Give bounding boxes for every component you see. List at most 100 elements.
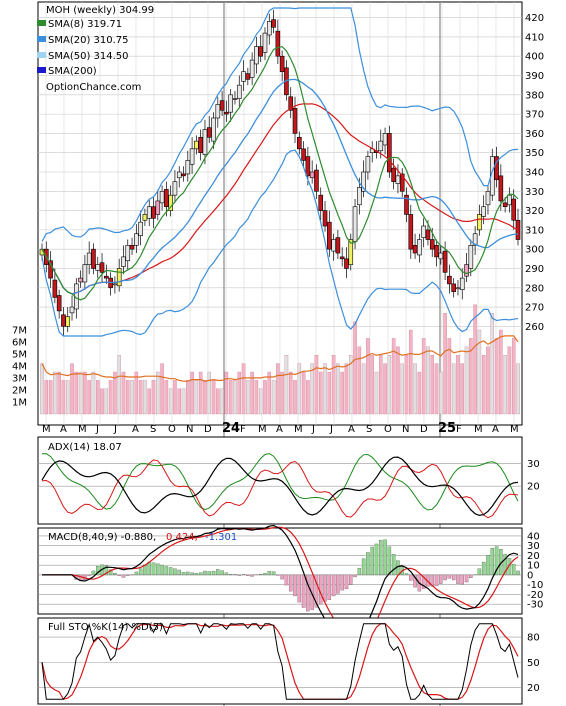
macd-histogram-bar (306, 574, 310, 612)
candle-body (224, 111, 229, 115)
volume-tick-label: 7M (12, 326, 27, 337)
macd-histogram-bar (276, 574, 280, 576)
macd-histogram-bar (237, 574, 242, 576)
macd-histogram-bar (323, 574, 327, 602)
macd-histogram-bar (353, 574, 357, 578)
volume-bar (297, 363, 302, 415)
macd-histogram-bar (443, 574, 447, 581)
sma20-line (41, 78, 519, 295)
candle-body (361, 171, 366, 192)
candle-body (116, 268, 122, 287)
volume-bar (237, 371, 242, 415)
volume-bar (490, 313, 495, 415)
month-label: A (348, 424, 355, 435)
volume-bar (417, 371, 422, 415)
candle-body (258, 46, 264, 57)
candle-body (382, 133, 388, 146)
price-tick-label: 410 (525, 32, 544, 43)
month-label: F (240, 424, 246, 435)
candle-body (151, 206, 156, 219)
volume-bar (156, 371, 160, 415)
candle-body (168, 194, 173, 211)
macd-histogram-bar (216, 569, 220, 576)
candle-body (194, 140, 199, 150)
macd-histogram-bar (151, 562, 156, 576)
macd-histogram-bar (138, 568, 143, 576)
candle-body (425, 229, 431, 240)
volume-bar (241, 363, 246, 415)
candle-body (219, 100, 225, 111)
candle-body (387, 133, 392, 173)
month-label: M (258, 424, 267, 435)
month-label: M (510, 424, 519, 435)
volume-bar (486, 346, 490, 415)
candle-body (395, 175, 401, 184)
candle-body (159, 190, 165, 204)
sma8-line (41, 45, 519, 301)
candle-body (189, 148, 195, 165)
price-tick-label: 370 (525, 110, 544, 121)
candle-body (464, 264, 469, 277)
month-label: M (294, 424, 303, 435)
volume-bar (456, 355, 460, 415)
legend: MOH (weekly) 304.99 SMA(8) 319.71 SMA(20… (37, 5, 154, 93)
candle-body (378, 140, 384, 152)
macd-histogram-bar (224, 572, 229, 576)
candle-body (78, 277, 83, 283)
month-label: M (78, 424, 87, 435)
candle-body (399, 173, 405, 192)
volume-bar (494, 338, 499, 415)
tick-label: 20 (527, 551, 540, 562)
month-label: 24 (222, 421, 240, 436)
macd-histogram-bar (447, 574, 452, 579)
volume-bar (220, 388, 224, 415)
macd-histogram-bar (113, 572, 117, 576)
macd-histogram-bar (263, 573, 267, 576)
volume-bar (357, 346, 362, 415)
minus-di-line (41, 459, 519, 519)
price-tick-label: 390 (525, 71, 544, 82)
price-tick-label: 360 (525, 129, 544, 140)
candle-body (447, 275, 452, 285)
volume-bar (387, 355, 392, 415)
volume-bar (143, 380, 147, 415)
volume-bar (95, 380, 100, 415)
macd-histogram-bar (203, 570, 207, 576)
macd-histogram-bar (434, 574, 439, 587)
volume-bar (421, 338, 426, 415)
macd-histogram-bar (439, 574, 443, 584)
candle-body (438, 252, 444, 260)
candle-body (138, 221, 143, 236)
macd-histogram-bar (301, 574, 306, 608)
candle-body (112, 283, 118, 286)
candle-body (365, 156, 371, 173)
macd-histogram-bar (456, 574, 460, 584)
sto-panel-frame (37, 617, 523, 705)
candle-body (129, 245, 135, 250)
volume-bar (507, 346, 512, 415)
macd-signal-line (42, 526, 519, 644)
tick-label: 20 (527, 683, 540, 694)
macd-histogram-bar (160, 564, 164, 576)
volume-bar (349, 355, 353, 415)
candle-body (498, 175, 504, 202)
volume-bar (134, 371, 139, 415)
macd-histogram-bar (486, 555, 490, 576)
volume-bar (477, 329, 482, 415)
month-label: A (276, 424, 283, 435)
volume-bar (511, 338, 516, 415)
candle-body (417, 239, 422, 256)
macd-histogram-bar (413, 574, 417, 588)
month-label: O (384, 424, 392, 435)
candle-body (429, 239, 435, 250)
macd-value-1: 0.424, (166, 532, 198, 543)
macd-panel-frame (37, 527, 523, 615)
legend-title: MOH (weekly) 304.99 (46, 5, 154, 16)
macd-histogram-bar (374, 543, 379, 576)
volume-bar (288, 371, 293, 415)
macd-histogram-bar (331, 574, 336, 597)
tick-label: -10 (527, 580, 543, 591)
volume-bar (203, 380, 207, 415)
volume-tick-label: 3M (12, 374, 27, 385)
